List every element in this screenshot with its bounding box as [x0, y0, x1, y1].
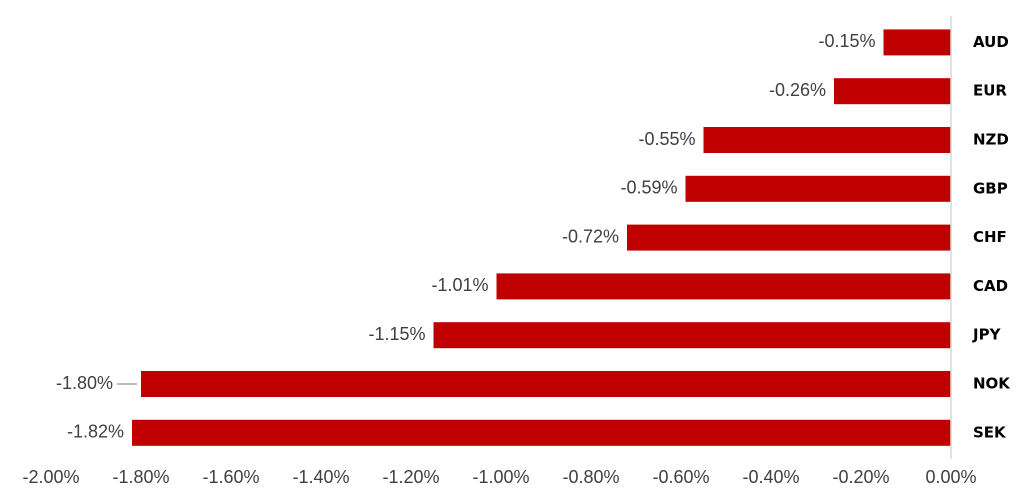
bars-group [132, 29, 951, 446]
data-label-nok: -1.80% [56, 373, 113, 393]
bar-aud [883, 29, 951, 56]
x-tick-label: -1.00% [472, 467, 529, 487]
data-label-aud: -0.15% [818, 31, 875, 51]
x-tick-label: -1.80% [112, 467, 169, 487]
x-tick-label: -0.60% [652, 467, 709, 487]
data-label-chf: -0.72% [562, 226, 619, 246]
category-label-jpy: JPY [972, 326, 1002, 344]
x-tick-label: -0.80% [562, 467, 619, 487]
category-label-cad: CAD [973, 277, 1008, 295]
category-label-sek: SEK [973, 423, 1007, 441]
data-label-nzd: -0.55% [638, 129, 695, 149]
bar-sek [132, 419, 951, 446]
category-label-chf: CHF [973, 228, 1007, 246]
data-label-cad: -1.01% [431, 275, 488, 295]
category-label-aud: AUD [973, 33, 1009, 51]
x-tick-labels-group: -2.00% -1.80% -1.60% -1.40% -1.20% -1.00% -0.8… [22, 467, 976, 487]
x-tick-label: -0.40% [742, 467, 799, 487]
data-label-gbp: -0.59% [620, 178, 677, 198]
data-label-sek: -1.82% [67, 422, 124, 442]
category-label-gbp: GBP [973, 179, 1008, 197]
x-tick-label: -1.20% [382, 467, 439, 487]
data-labels-group: -0.15% -0.26% -0.55% -0.59% -0.72% -1.01% -1.1… [56, 31, 876, 441]
category-label-nok: NOK [973, 375, 1011, 393]
category-labels-group: AUD EUR NZD GBP CHF CAD JPY NOK SEK [972, 33, 1011, 441]
bar-cad [496, 273, 951, 300]
x-tick-label: -1.40% [292, 467, 349, 487]
data-label-jpy: -1.15% [368, 324, 425, 344]
category-label-nzd: NZD [973, 131, 1009, 149]
x-tick-label: -0.20% [832, 467, 889, 487]
bar-eur [834, 78, 951, 105]
bar-gbp [685, 175, 951, 202]
category-label-eur: EUR [973, 82, 1007, 100]
bar-nzd [703, 127, 951, 153]
bar-chf [627, 224, 951, 251]
x-tick-label: 0.00% [925, 467, 976, 487]
x-tick-label: -1.60% [202, 467, 259, 487]
bar-jpy [433, 322, 951, 349]
x-tick-label: -2.00% [22, 467, 79, 487]
data-label-eur: -0.26% [769, 80, 826, 100]
bar-nok [141, 371, 951, 397]
